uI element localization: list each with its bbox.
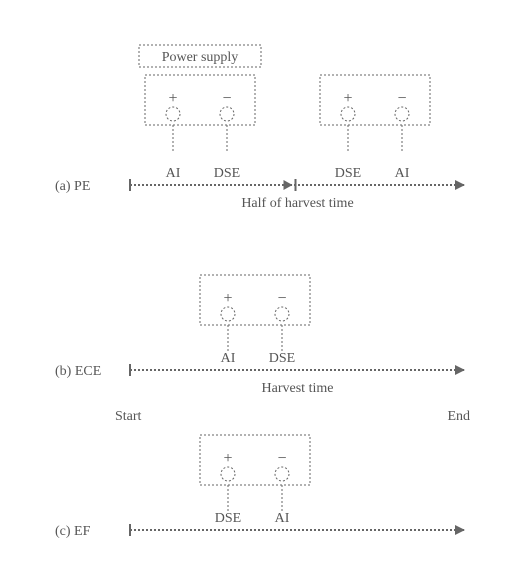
rowA-box1-terminal-plus-sign: + (168, 90, 177, 107)
rowA-box2-label-left: DSE (335, 166, 361, 181)
rowC-box-box (200, 435, 310, 485)
rowB-box-terminal-plus-sign: + (223, 290, 232, 307)
rowA-mid-arrow (284, 180, 293, 190)
rowB-axis-arrowhead (455, 365, 465, 375)
rowA-box1-label-right: DSE (214, 166, 240, 181)
rowA-box2-terminal-minus-sign: − (397, 90, 406, 107)
rowA-box2-terminal-plus-sign: + (343, 90, 352, 107)
rowA-label: (a) PE (55, 179, 90, 194)
rowA-box2-terminal-minus (395, 107, 409, 121)
rowA-box1-box (145, 75, 255, 125)
rowA-box1-terminal-minus-sign: − (222, 90, 231, 107)
rowB-caption: Harvest time (262, 381, 334, 396)
rowB-box-terminal-plus (221, 307, 235, 321)
rowC-box-terminal-plus (221, 467, 235, 481)
end-label: End (447, 409, 470, 424)
rowC-box-label-right: AI (275, 511, 290, 526)
rowB-box-terminal-minus (275, 307, 289, 321)
rowB-box-box (200, 275, 310, 325)
rowC-box-terminal-minus-sign: − (277, 450, 286, 467)
rowB-label: (b) ECE (55, 364, 101, 379)
rowB-box-terminal-minus-sign: − (277, 290, 286, 307)
rowA-axis-arrowhead (455, 180, 465, 190)
rowC-label: (c) EF (55, 524, 91, 539)
start-label: Start (115, 409, 142, 424)
rowA-box1-terminal-minus (220, 107, 234, 121)
rowC-box-terminal-plus-sign: + (223, 450, 232, 467)
rowA-box1-terminal-plus (166, 107, 180, 121)
rowC-axis-arrowhead (455, 525, 465, 535)
rowA-box2-terminal-plus (341, 107, 355, 121)
power-supply-label: Power supply (162, 50, 239, 65)
rowB-box-label-left: AI (221, 351, 236, 366)
rowA-caption: Half of harvest time (241, 196, 353, 211)
rowC-box-terminal-minus (275, 467, 289, 481)
rowA-box1-label-left: AI (166, 166, 181, 181)
rowA-box2-label-right: AI (395, 166, 410, 181)
rowB-box-label-right: DSE (269, 351, 295, 366)
rowA-box2-box (320, 75, 430, 125)
rowC-box-label-left: DSE (215, 511, 241, 526)
